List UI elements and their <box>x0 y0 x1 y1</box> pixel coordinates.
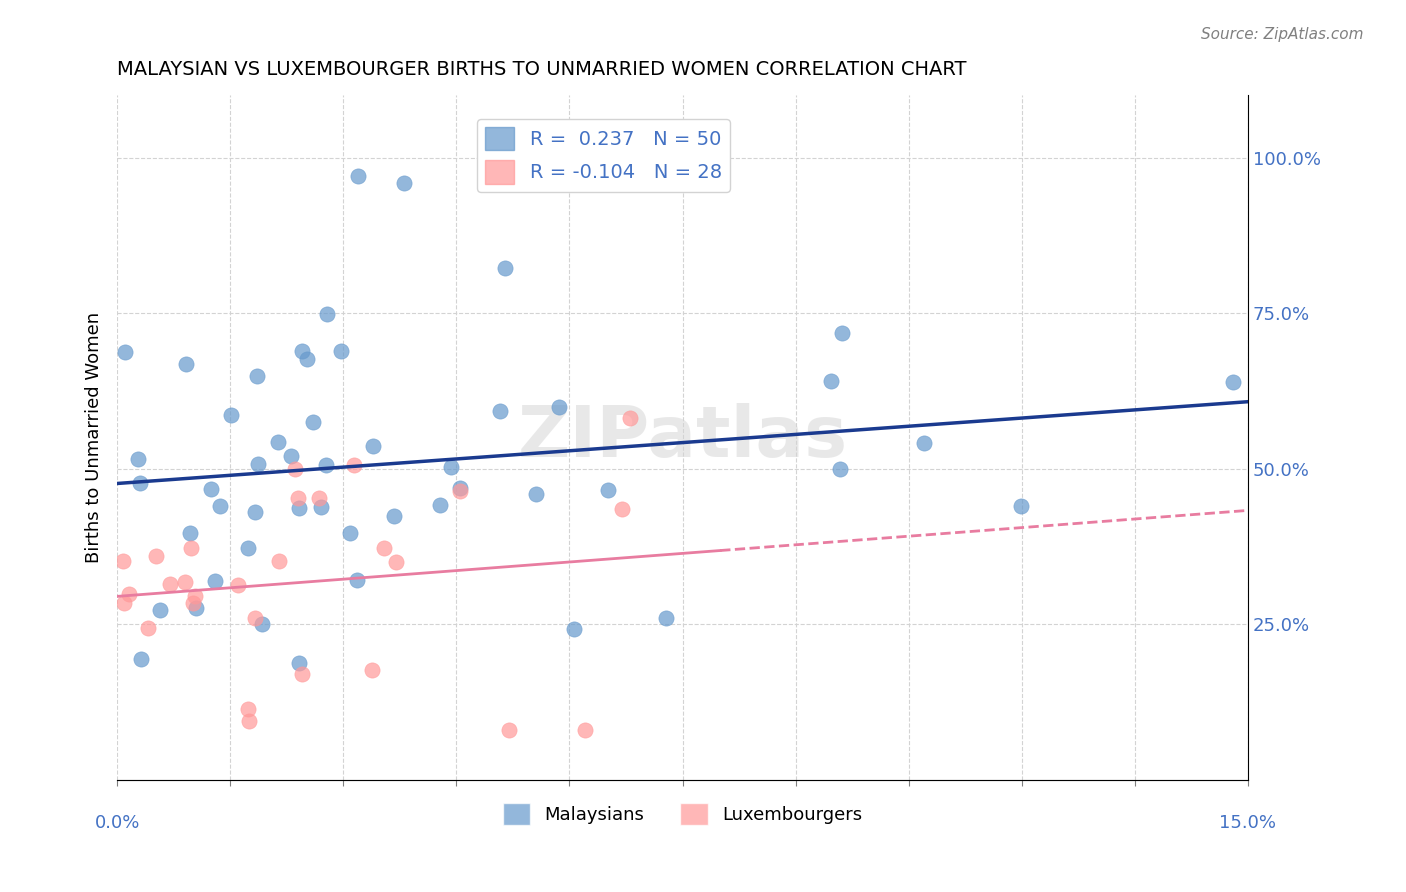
Point <box>363 439 385 453</box>
Point <box>612 501 634 516</box>
Point <box>392 176 415 190</box>
Point <box>361 663 384 677</box>
Point <box>287 656 309 670</box>
Point <box>246 369 269 384</box>
Point <box>655 611 678 625</box>
Point <box>291 667 314 681</box>
Point <box>176 357 198 371</box>
Point <box>200 482 222 496</box>
Point <box>498 723 520 737</box>
Y-axis label: Births to Unmarried Women: Births to Unmarried Women <box>86 312 103 563</box>
Point <box>184 600 207 615</box>
Point <box>346 573 368 587</box>
Point <box>184 589 207 603</box>
Point <box>309 500 332 515</box>
Point <box>494 260 516 275</box>
Point <box>238 541 260 556</box>
Point <box>267 553 290 567</box>
Point <box>384 555 406 569</box>
Text: ZIPatlas: ZIPatlas <box>517 403 848 472</box>
Point <box>127 452 149 467</box>
Point <box>547 401 569 415</box>
Point <box>245 611 267 625</box>
Point <box>246 457 269 471</box>
Point <box>159 576 181 591</box>
Text: Source: ZipAtlas.com: Source: ZipAtlas.com <box>1201 27 1364 42</box>
Point <box>429 498 451 512</box>
Point <box>598 483 620 498</box>
Point <box>489 404 512 418</box>
Point <box>243 505 266 519</box>
Point <box>830 461 852 475</box>
Point <box>302 415 325 429</box>
Text: 0.0%: 0.0% <box>94 814 139 832</box>
Point <box>343 458 366 472</box>
Point <box>347 169 370 184</box>
Text: 15.0%: 15.0% <box>1219 814 1277 832</box>
Point <box>315 458 337 472</box>
Point <box>449 481 471 495</box>
Point <box>128 475 150 490</box>
Point <box>145 549 167 563</box>
Point <box>291 344 314 359</box>
Point <box>439 459 461 474</box>
Legend: Malaysians, Luxembourgers: Malaysians, Luxembourgers <box>496 796 869 832</box>
Point <box>288 500 311 515</box>
Point <box>228 578 250 592</box>
Point <box>219 409 242 423</box>
Point <box>284 462 307 476</box>
Point <box>129 652 152 666</box>
Point <box>524 487 547 501</box>
Point <box>308 491 330 505</box>
Point <box>180 541 202 555</box>
Point <box>820 374 842 388</box>
Point <box>449 483 471 498</box>
Point <box>315 307 337 321</box>
Point <box>181 596 204 610</box>
Point <box>373 541 395 555</box>
Point <box>619 410 641 425</box>
Point <box>174 575 197 590</box>
Point <box>280 449 302 463</box>
Point <box>912 435 935 450</box>
Point <box>1010 499 1032 513</box>
Point <box>238 714 260 729</box>
Point <box>149 602 172 616</box>
Point <box>238 701 260 715</box>
Point <box>118 587 141 601</box>
Point <box>267 435 290 450</box>
Point <box>339 526 361 541</box>
Point <box>204 574 226 589</box>
Point <box>831 326 853 340</box>
Point <box>112 596 135 610</box>
Point <box>208 499 231 513</box>
Point <box>297 352 319 367</box>
Point <box>250 616 273 631</box>
Point <box>574 723 596 737</box>
Point <box>179 526 201 541</box>
Point <box>382 509 405 524</box>
Text: MALAYSIAN VS LUXEMBOURGER BIRTHS TO UNMARRIED WOMEN CORRELATION CHART: MALAYSIAN VS LUXEMBOURGER BIRTHS TO UNMA… <box>117 60 967 78</box>
Point <box>287 491 309 506</box>
Point <box>329 343 352 358</box>
Point <box>562 622 585 636</box>
Point <box>114 344 136 359</box>
Point <box>136 621 159 635</box>
Point <box>1222 375 1244 389</box>
Point <box>111 554 134 568</box>
